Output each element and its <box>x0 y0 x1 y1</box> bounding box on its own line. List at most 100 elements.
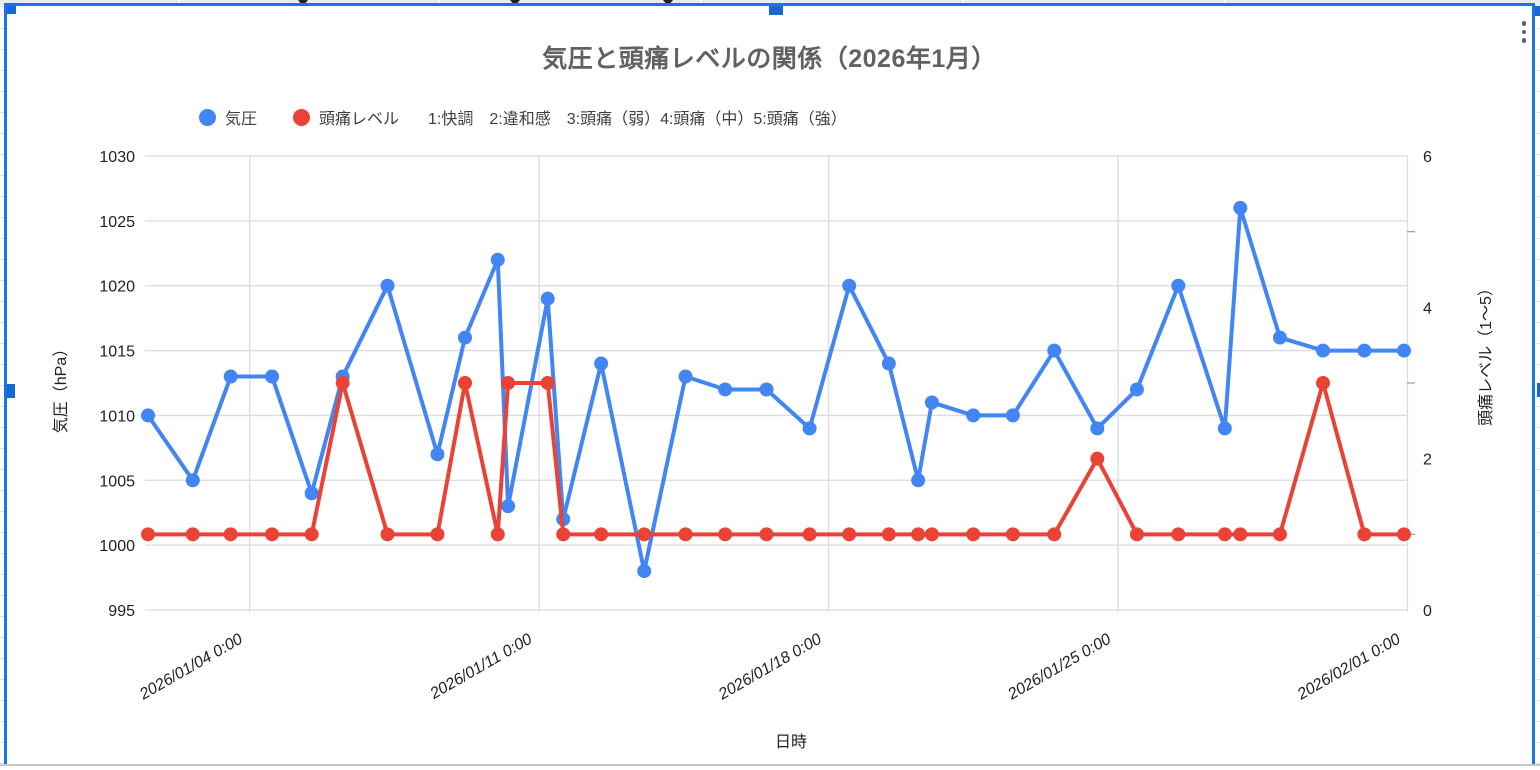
pressure-data-point[interactable] <box>1217 421 1232 436</box>
headache-data-point[interactable] <box>1090 451 1105 466</box>
headache-data-point[interactable] <box>718 527 733 542</box>
pressure-series-swatch-icon <box>199 108 216 126</box>
y-left-axis-title: 気圧（hPa） <box>53 340 70 434</box>
pressure-data-point[interactable] <box>911 473 926 488</box>
x-axis-tick-label: 2026/01/18 0:00 <box>715 631 825 704</box>
pressure-data-point[interactable] <box>265 369 280 384</box>
headache-data-point[interactable] <box>335 376 350 390</box>
pressure-data-point[interactable] <box>1047 343 1062 358</box>
headache-data-point[interactable] <box>1357 527 1372 542</box>
pressure-data-point[interactable] <box>185 473 200 488</box>
pressure-data-point[interactable] <box>1397 343 1411 358</box>
chart-legend: 気圧 頭痛レベル 1:快調 2:違和感 3:頭痛（弱）4:頭痛（中）5:頭痛（強… <box>199 104 847 130</box>
x-axis-tick-label: 2026/01/04 0:00 <box>136 631 246 704</box>
pressure-data-point[interactable] <box>380 278 395 293</box>
headache-data-point[interactable] <box>911 527 926 542</box>
resize-handle-top-middle[interactable] <box>769 6 783 15</box>
headache-data-point[interactable] <box>924 527 939 542</box>
y-right-tick-label: 6 <box>1423 149 1432 166</box>
pressure-data-point[interactable] <box>458 330 473 345</box>
y-left-tick-label: 1015 <box>99 344 135 361</box>
headache-data-point[interactable] <box>1171 527 1186 542</box>
pressure-data-point[interactable] <box>1357 343 1372 358</box>
legend-label-pressure: 気圧 <box>225 111 258 128</box>
chart-more-options-button[interactable] <box>1512 17 1536 47</box>
y-right-tick-label: 4 <box>1423 300 1432 317</box>
y-left-tick-label: 995 <box>108 603 135 620</box>
headache-data-point[interactable] <box>380 527 395 542</box>
pressure-data-point[interactable] <box>304 486 319 501</box>
headache-data-point[interactable] <box>1005 527 1020 542</box>
headache-data-point[interactable] <box>1047 527 1062 542</box>
pressure-data-point[interactable] <box>966 408 981 423</box>
headache-data-point[interactable] <box>556 527 571 542</box>
headache-data-point[interactable] <box>458 376 473 390</box>
pressure-data-point[interactable] <box>430 447 445 462</box>
headache-data-point[interactable] <box>185 527 200 542</box>
x-axis-title: 日時 <box>774 734 808 751</box>
pressure-data-point[interactable] <box>759 382 774 397</box>
legend-item-headache[interactable]: 頭痛レベル <box>293 105 399 129</box>
pressure-data-point[interactable] <box>881 356 896 371</box>
pressure-data-point[interactable] <box>223 369 238 384</box>
pressure-data-point[interactable] <box>1233 200 1248 215</box>
y-left-tick-label: 1020 <box>99 279 135 296</box>
pressure-data-point[interactable] <box>1171 278 1186 293</box>
pressure-data-point[interactable] <box>842 278 857 293</box>
headache-data-point[interactable] <box>223 527 238 542</box>
pressure-data-point[interactable] <box>1316 343 1331 358</box>
headache-data-point[interactable] <box>594 527 609 542</box>
headache-data-point[interactable] <box>1217 527 1232 542</box>
headache-data-point[interactable] <box>430 527 445 542</box>
spreadsheet-rows-left-sliver <box>0 8 4 770</box>
headache-data-point[interactable] <box>501 376 516 390</box>
headache-data-point[interactable] <box>141 527 155 542</box>
legend-item-pressure[interactable]: 気圧 <box>199 105 257 129</box>
headache-data-point[interactable] <box>1233 527 1248 542</box>
x-axis-tick-label: 2026/02/01 0:00 <box>1294 631 1404 704</box>
pressure-data-point[interactable] <box>637 564 652 579</box>
headache-data-point[interactable] <box>802 527 817 542</box>
headache-data-point[interactable] <box>540 376 555 390</box>
resize-handle-middle-right[interactable] <box>1537 383 1540 397</box>
spreadsheet-gridline-bottom <box>0 764 1540 766</box>
pressure-data-point[interactable] <box>540 291 555 306</box>
pressure-data-point[interactable] <box>594 356 609 371</box>
pressure-data-point[interactable] <box>1129 382 1144 397</box>
pressure-data-point[interactable] <box>1272 330 1287 345</box>
headache-series-swatch-icon <box>293 108 311 126</box>
pressure-data-point[interactable] <box>1090 421 1105 436</box>
resize-handle-top-left[interactable] <box>7 6 16 14</box>
pressure-data-point[interactable] <box>501 499 516 514</box>
headache-data-point[interactable] <box>304 527 319 542</box>
resize-handle-top-right[interactable] <box>1535 6 1540 16</box>
pressure-data-point[interactable] <box>678 369 693 384</box>
pressure-data-point[interactable] <box>924 395 939 410</box>
x-axis-tick-label: 2026/01/11 0:00 <box>427 631 536 704</box>
headache-data-point[interactable] <box>759 527 774 542</box>
headache-data-point[interactable] <box>490 527 505 542</box>
headache-data-point[interactable] <box>1129 527 1144 542</box>
pressure-data-point[interactable] <box>1005 408 1020 423</box>
headache-data-point[interactable] <box>1397 527 1411 542</box>
headache-data-point[interactable] <box>881 527 896 542</box>
pressure-data-point[interactable] <box>490 252 505 267</box>
headache-data-point[interactable] <box>265 527 280 542</box>
headache-data-point[interactable] <box>842 527 857 542</box>
headache-data-point[interactable] <box>1316 376 1331 390</box>
x-axis-tick-label: 2026/01/25 0:00 <box>1004 631 1114 704</box>
chart-container[interactable]: 気圧と頭痛レベルの関係（2026年1月） 気圧 頭痛レベル 1:快調 2:違和感… <box>4 3 1540 764</box>
headache-data-point[interactable] <box>678 527 693 542</box>
y-left-tick-label: 1025 <box>99 214 135 231</box>
headache-data-point[interactable] <box>1272 527 1287 542</box>
plot-area: 995 1000 1005 1010 1015 1020 1025 1030 2026/01/0… <box>99 149 1432 704</box>
pressure-data-point[interactable] <box>718 382 733 397</box>
headache-data-point[interactable] <box>637 527 652 542</box>
pressure-data-point[interactable] <box>141 408 155 423</box>
resize-handle-middle-left[interactable] <box>7 384 15 398</box>
chart-title: 気圧と頭痛レベルの関係（2026年1月） <box>542 45 997 73</box>
y-right-tick-label: 0 <box>1423 603 1432 620</box>
y-right-axis-title: 頭痛レベル（1〜5） <box>1478 280 1495 426</box>
pressure-data-point[interactable] <box>802 421 817 436</box>
headache-data-point[interactable] <box>966 527 981 542</box>
